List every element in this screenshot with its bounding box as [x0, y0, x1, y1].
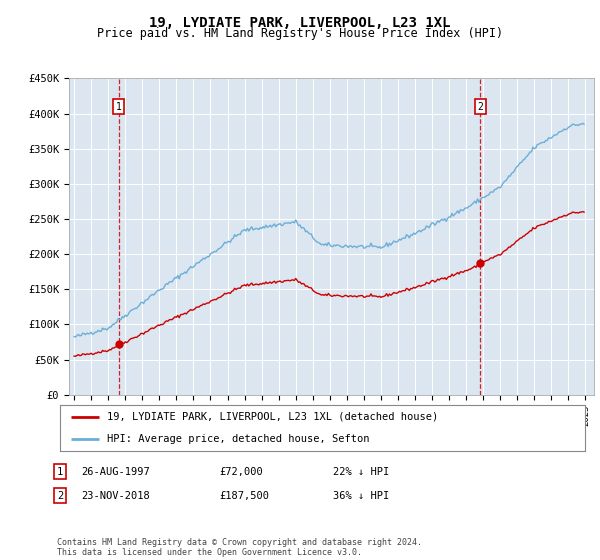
Text: 36% ↓ HPI: 36% ↓ HPI [333, 491, 389, 501]
Text: 19, LYDIATE PARK, LIVERPOOL, L23 1XL: 19, LYDIATE PARK, LIVERPOOL, L23 1XL [149, 16, 451, 30]
Text: 2: 2 [478, 101, 483, 111]
Text: 1: 1 [57, 466, 63, 477]
Text: 23-NOV-2018: 23-NOV-2018 [81, 491, 150, 501]
Text: £72,000: £72,000 [219, 466, 263, 477]
Text: 26-AUG-1997: 26-AUG-1997 [81, 466, 150, 477]
Text: HPI: Average price, detached house, Sefton: HPI: Average price, detached house, Seft… [107, 434, 370, 444]
Text: £187,500: £187,500 [219, 491, 269, 501]
Text: 2: 2 [57, 491, 63, 501]
Text: Contains HM Land Registry data © Crown copyright and database right 2024.
This d: Contains HM Land Registry data © Crown c… [57, 538, 422, 557]
Text: 22% ↓ HPI: 22% ↓ HPI [333, 466, 389, 477]
Text: 1: 1 [116, 101, 122, 111]
Text: Price paid vs. HM Land Registry's House Price Index (HPI): Price paid vs. HM Land Registry's House … [97, 27, 503, 40]
Text: 19, LYDIATE PARK, LIVERPOOL, L23 1XL (detached house): 19, LYDIATE PARK, LIVERPOOL, L23 1XL (de… [107, 412, 439, 422]
